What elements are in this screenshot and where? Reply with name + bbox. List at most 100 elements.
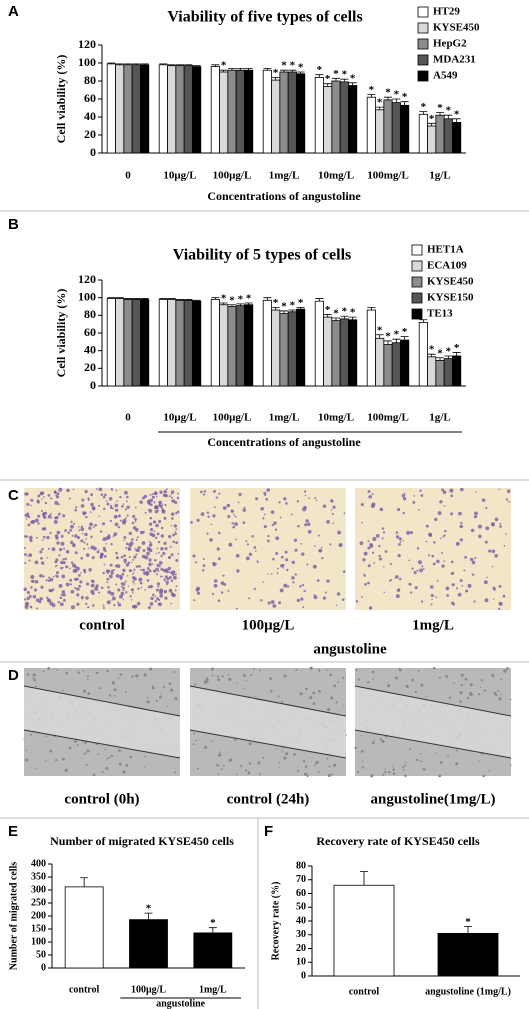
bar (375, 109, 385, 154)
error-bar (400, 101, 409, 106)
cell (456, 587, 459, 590)
cell (220, 768, 223, 771)
cell (498, 697, 502, 701)
cell (50, 497, 53, 500)
y-tick-label: 200 (31, 910, 46, 921)
cell (230, 509, 235, 513)
cell (510, 698, 512, 701)
x-tick-label: 10μg/L (163, 412, 196, 424)
cell (160, 504, 163, 508)
cell (103, 546, 106, 550)
cell (397, 554, 401, 558)
cell (367, 540, 370, 543)
legend-swatch (417, 38, 429, 50)
cell (41, 527, 45, 531)
significance-mark: * (446, 345, 452, 357)
legend-label: A549 (433, 70, 458, 82)
significance-mark: * (377, 324, 383, 336)
cell (269, 677, 272, 681)
cell (284, 550, 288, 554)
cell (299, 692, 303, 696)
cell (83, 547, 86, 550)
cell (155, 588, 159, 592)
cell (355, 669, 358, 672)
bar (348, 319, 358, 387)
cell (115, 489, 118, 492)
cell (367, 581, 370, 585)
bar (131, 299, 141, 387)
cell (429, 533, 433, 537)
bar (271, 79, 281, 154)
bar (131, 64, 141, 154)
cell (360, 502, 364, 507)
cell (166, 576, 170, 581)
cell (410, 591, 413, 594)
cell (464, 677, 468, 681)
cell (162, 551, 166, 556)
cell (49, 589, 54, 593)
cell (441, 552, 443, 554)
cell (25, 749, 28, 752)
cell (368, 606, 373, 610)
cell (285, 752, 289, 756)
cell (155, 523, 159, 528)
cell (72, 543, 76, 548)
error-bar (392, 338, 401, 343)
bar (183, 299, 193, 387)
cell (164, 503, 167, 507)
y-tick-label: 50 (36, 949, 46, 960)
cell (418, 560, 422, 565)
cell (405, 761, 407, 764)
cell (100, 586, 104, 590)
cell (259, 669, 261, 672)
group-label: angustoline (156, 998, 205, 1009)
cell (435, 596, 438, 599)
cell (134, 518, 137, 521)
bar (333, 884, 395, 977)
cell (135, 528, 139, 532)
cell (154, 599, 158, 603)
cell (304, 765, 308, 768)
cell (109, 563, 113, 567)
cell (274, 528, 278, 531)
cell (42, 575, 45, 578)
cell (228, 542, 233, 547)
cell (112, 596, 116, 601)
cell (155, 567, 159, 571)
cell (396, 507, 401, 512)
cell (152, 520, 157, 524)
cell (30, 575, 35, 580)
cell (23, 598, 27, 601)
bar (443, 118, 453, 154)
cell (157, 585, 160, 588)
cell (80, 527, 85, 532)
y-tick-label: 10 (296, 957, 306, 968)
cell (473, 515, 478, 519)
cell (175, 585, 178, 588)
cell (70, 520, 73, 523)
significance-mark: * (454, 108, 460, 120)
cell (69, 528, 73, 532)
legend-label: TE13 (427, 308, 453, 320)
significance-mark: * (290, 60, 296, 72)
cell (114, 695, 116, 697)
cell (217, 531, 221, 535)
error-bar (375, 334, 384, 339)
cell (30, 580, 33, 583)
cell (437, 511, 442, 516)
cell (222, 764, 225, 767)
cell (422, 768, 424, 770)
cell (45, 735, 48, 737)
photo (23, 666, 181, 777)
significance-mark: * (298, 297, 304, 309)
cell (90, 493, 94, 497)
cell (39, 491, 44, 496)
cell (30, 733, 32, 736)
cell (25, 492, 29, 496)
cell (481, 498, 486, 502)
cell (202, 493, 206, 496)
cell (155, 699, 158, 702)
cell (92, 773, 96, 777)
cell (123, 536, 127, 540)
cell (36, 536, 38, 539)
